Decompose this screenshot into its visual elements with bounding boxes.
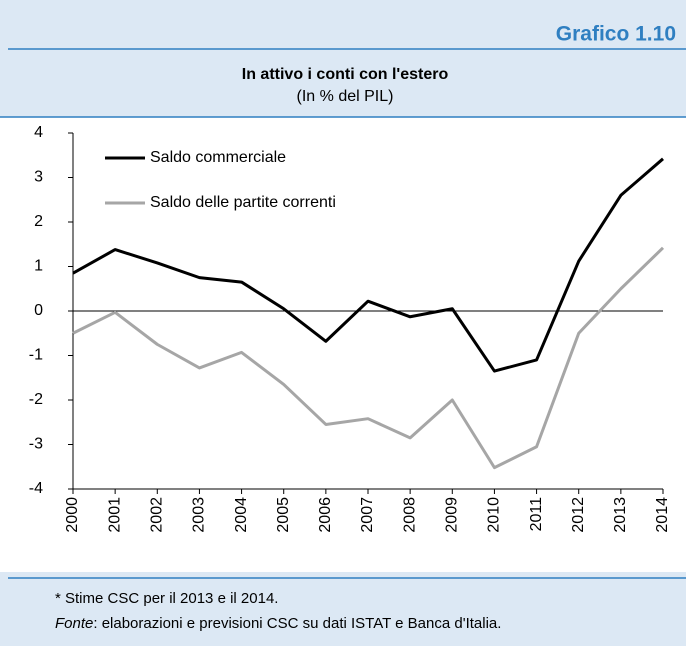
source-text: : elaborazioni e previsioni CSC su dati …: [93, 615, 501, 632]
x-tick-label: 2013: [612, 497, 629, 533]
x-tick-label: 2014: [654, 497, 671, 533]
x-tick-label: 2003: [191, 497, 208, 533]
y-tick-label: 1: [34, 258, 43, 275]
footnote: * Stime CSC per il 2013 e il 2014.: [55, 590, 278, 607]
x-tick-label: 2011: [528, 497, 545, 532]
y-tick-label: -2: [29, 391, 43, 408]
y-tick-label: 3: [34, 169, 43, 186]
x-tick-label: 2010: [486, 497, 503, 533]
y-tick-label: -1: [29, 347, 43, 364]
plot-background: [0, 117, 686, 572]
x-tick-label: 2012: [570, 497, 587, 533]
y-tick-label: 2: [34, 213, 43, 230]
legend-label: Saldo commerciale: [150, 149, 286, 166]
y-tick-label: 0: [34, 302, 43, 319]
y-tick-label: -4: [29, 480, 43, 497]
x-tick-label: 2007: [359, 497, 376, 533]
y-tick-label: -3: [29, 436, 43, 453]
x-tick-label: 2000: [64, 497, 81, 533]
chart-subtitle: (In % del PIL): [297, 88, 394, 105]
chart-title: In attivo i conti con l'estero: [242, 66, 449, 83]
x-tick-label: 2009: [444, 497, 461, 533]
footnote-source: Fonte: elaborazioni e previsioni CSC su …: [55, 615, 501, 632]
x-tick-label: 2001: [106, 497, 123, 533]
x-tick-label: 2005: [275, 497, 292, 533]
figure-label: Grafico 1.10: [556, 23, 676, 46]
series-line: [72, 157, 664, 373]
x-tick-label: 2008: [401, 497, 418, 533]
x-tick-label: 2002: [149, 497, 166, 533]
series-line: [72, 246, 665, 470]
source-label: Fonte: [55, 615, 93, 632]
x-tick-label: 2004: [233, 497, 250, 533]
x-tick-label: 2006: [317, 497, 334, 533]
y-tick-label: 4: [34, 124, 43, 141]
legend-label: Saldo delle partite correnti: [150, 194, 336, 211]
